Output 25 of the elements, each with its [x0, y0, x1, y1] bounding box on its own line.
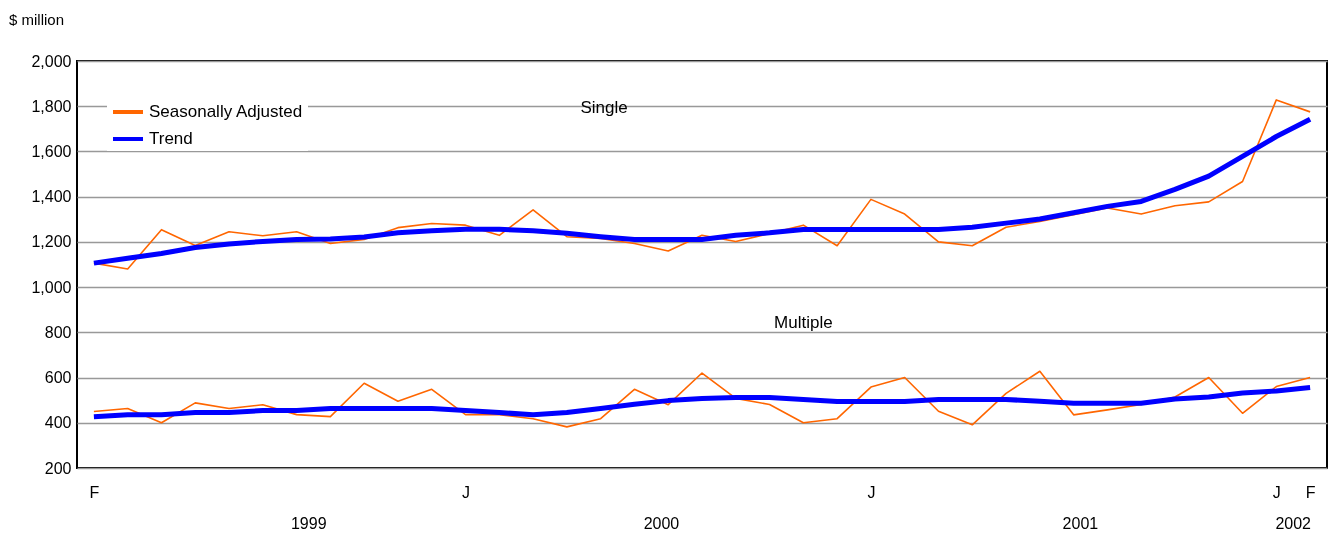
y-axis-title: $ million [9, 11, 65, 28]
annotation: Single [580, 98, 628, 118]
y-tick-label: 1,600 [31, 142, 72, 160]
text: 1999 [290, 515, 327, 532]
y-tick-label: 200 [44, 459, 72, 477]
y-tick-label: 1,800 [31, 97, 72, 115]
y-tick-label: 1,400 [31, 188, 72, 206]
text: 2002 [1275, 515, 1312, 532]
x-tick-label: J [867, 483, 876, 501]
y-tick-label: 1,200 [31, 233, 72, 251]
y-tick-label: 1,000 [31, 278, 72, 296]
x-tick-label: F [1305, 483, 1316, 501]
x-tick-label: J [462, 483, 471, 501]
x-tick-label: F [89, 483, 100, 501]
x-tick-label: J [1272, 483, 1281, 501]
line-series [93, 370, 1311, 428]
y-tick-label: 600 [44, 369, 72, 387]
legend-label: Seasonally Adjusted [149, 102, 303, 121]
annotation: Multiple [774, 313, 833, 333]
y-tick-label: 2,000 [31, 52, 72, 70]
text: 2000 [643, 515, 680, 532]
y-tick-label: 400 [44, 414, 72, 432]
text: 2001 [1062, 515, 1099, 532]
legend-label: Trend [149, 129, 193, 148]
y-tick-label: 800 [44, 323, 72, 341]
